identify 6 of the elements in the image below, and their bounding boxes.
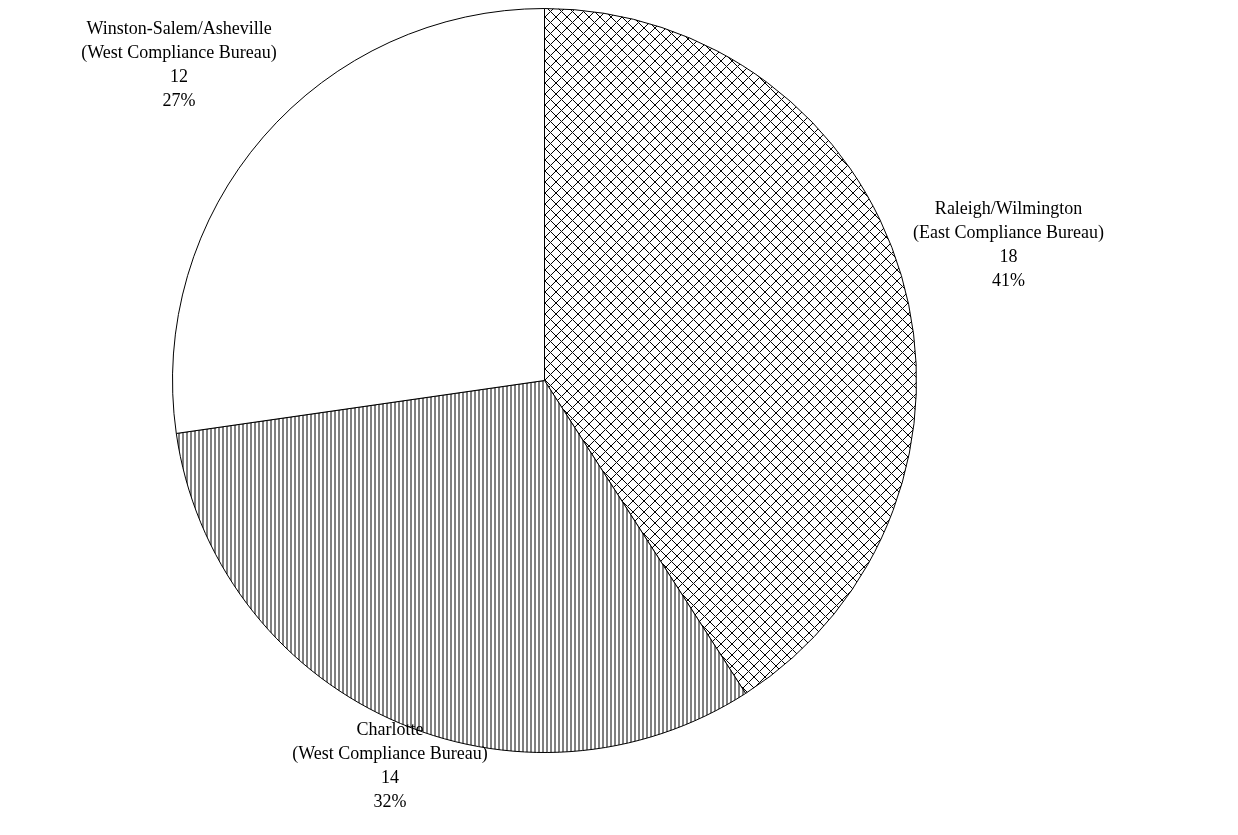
slice-label: Charlotte (West Compliance Bureau) (292, 718, 488, 764)
slice-label: Winston-Salem/Asheville (West Compliance Bureau) (81, 17, 277, 63)
data-label: 14 32% (373, 766, 407, 811)
data-label: 18 41% (992, 246, 1026, 291)
slice-label: Raleigh/Wilmington (East Compliance Bureau) (913, 198, 1104, 244)
data-label: 12 27% (162, 65, 196, 110)
